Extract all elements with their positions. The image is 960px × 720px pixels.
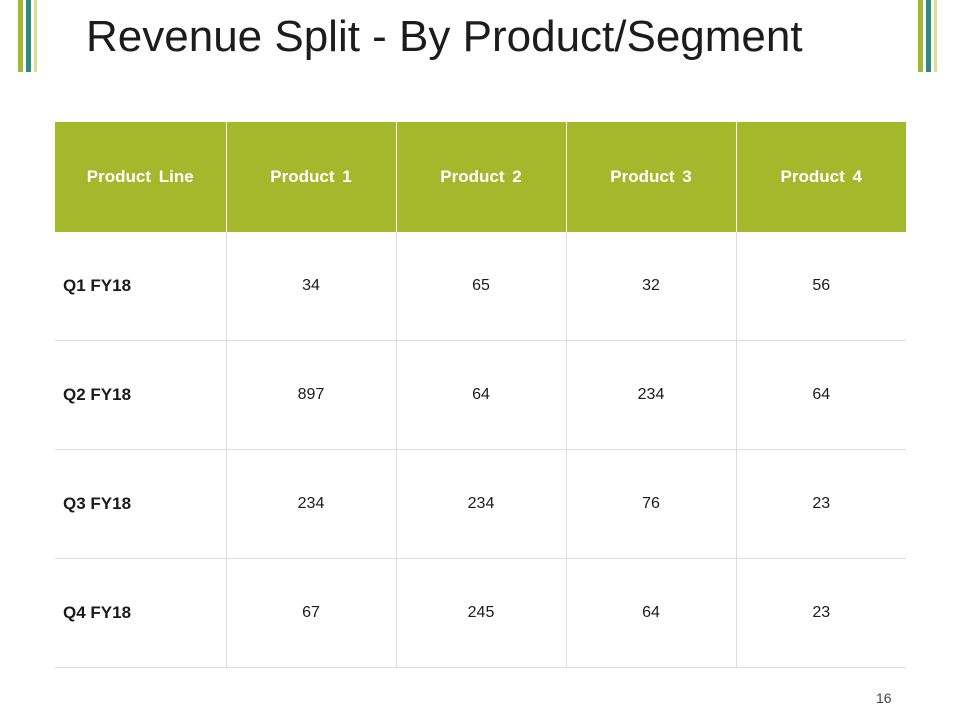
row-label: Q3 FY18 xyxy=(55,449,226,559)
table-cell: 245 xyxy=(395,558,566,668)
table-cell: 234 xyxy=(395,449,566,559)
table-cell: 234 xyxy=(225,449,396,559)
table-cell: 897 xyxy=(225,340,396,450)
table-header-row: Product Line Product 1 Product 2 Product… xyxy=(55,122,906,232)
header-product-1: Product 1 xyxy=(225,122,396,232)
table-row: Q3 FY18 234 234 76 23 xyxy=(55,449,906,559)
table-cell: 76 xyxy=(565,449,736,559)
row-label: Q2 FY18 xyxy=(55,340,226,450)
decorative-bars-right xyxy=(918,0,942,72)
header-product-4: Product 4 xyxy=(735,122,906,232)
table-cell: 64 xyxy=(565,558,736,668)
table-cell: 64 xyxy=(735,340,906,450)
table-cell: 67 xyxy=(225,558,396,668)
row-label: Q1 FY18 xyxy=(55,232,226,341)
table-cell: 234 xyxy=(565,340,736,450)
table-cell: 34 xyxy=(225,232,396,341)
table-row: Q1 FY18 34 65 32 56 xyxy=(55,232,906,341)
table-cell: 23 xyxy=(735,449,906,559)
header-product-line: Product Line xyxy=(55,122,226,232)
table-cell: 64 xyxy=(395,340,566,450)
table-cell: 32 xyxy=(565,232,736,341)
revenue-table: Product Line Product 1 Product 2 Product… xyxy=(55,122,906,668)
table-cell: 65 xyxy=(395,232,566,341)
header-product-3: Product 3 xyxy=(565,122,736,232)
header-product-2: Product 2 xyxy=(395,122,566,232)
page-number: 16 xyxy=(876,690,892,706)
table-row: Q2 FY18 897 64 234 64 xyxy=(55,340,906,450)
row-label: Q4 FY18 xyxy=(55,558,226,668)
slide-title: Revenue Split - By Product/Segment xyxy=(86,12,803,61)
table-row: Q4 FY18 67 245 64 23 xyxy=(55,558,906,668)
table-cell: 23 xyxy=(735,558,906,668)
decorative-bars-left xyxy=(18,0,42,72)
table-cell: 56 xyxy=(735,232,906,341)
